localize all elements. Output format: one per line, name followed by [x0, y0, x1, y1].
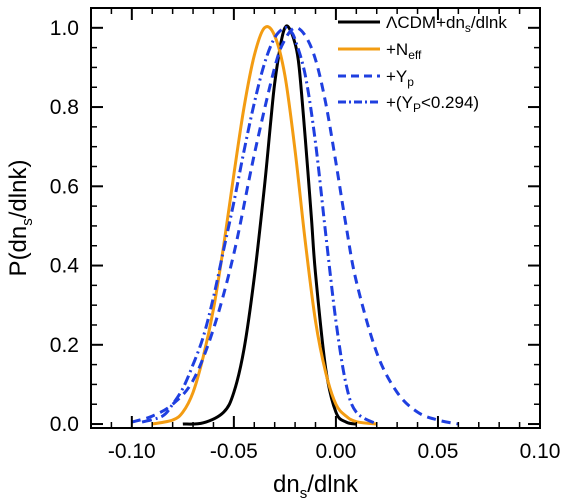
y-axis-label-main: P(dn	[5, 226, 32, 277]
x-axis-label-rest: /dlnk	[307, 471, 359, 498]
series-line-4	[141, 26, 378, 426]
legend-label: +Neff	[386, 40, 422, 62]
series-line-2	[151, 25, 377, 426]
y-tick-label: 0.4	[50, 255, 80, 278]
x-tick-label: 0.10	[520, 440, 561, 463]
y-tick-label: 0.8	[50, 96, 79, 119]
series-line-3	[131, 26, 459, 426]
y-tick-label: 0.0	[50, 413, 79, 436]
y-tick-label: 0.6	[50, 175, 79, 198]
y-axis-label: P(dns/dlnk)	[5, 160, 36, 277]
x-tick-label: -0.10	[108, 440, 156, 463]
x-axis-label-sub: s	[300, 485, 308, 502]
y-tick-label: 0.2	[50, 334, 79, 357]
x-tick-label: 0.00	[315, 440, 356, 463]
plot-frame	[90, 7, 541, 429]
legend-label: +(YP<0.294)	[386, 93, 479, 115]
plot-curves	[131, 24, 459, 426]
legend: ΛCDM+dns/dlnk +Neff +Yp +(YP<0.294)	[338, 13, 507, 115]
x-tick-label: 0.05	[418, 440, 459, 463]
legend-label: ΛCDM+dns/dlnk	[386, 13, 507, 35]
series-line-1	[182, 24, 357, 426]
x-tick-label: -0.05	[210, 440, 258, 463]
legend-label: +Yp	[386, 67, 414, 89]
y-axis-label-rest: /dlnk)	[5, 160, 32, 219]
x-axis-label-main: dn	[273, 471, 300, 498]
axis-ticks: -0.10 -0.05 0.00 0.05 0.10 0.0 0.2 0.4 0.6 0.8 1.0	[50, 8, 561, 463]
x-axis-label: dns/dlnk	[273, 471, 359, 502]
y-axis-label-sub: s	[19, 218, 36, 226]
y-tick-label: 1.0	[50, 17, 79, 40]
